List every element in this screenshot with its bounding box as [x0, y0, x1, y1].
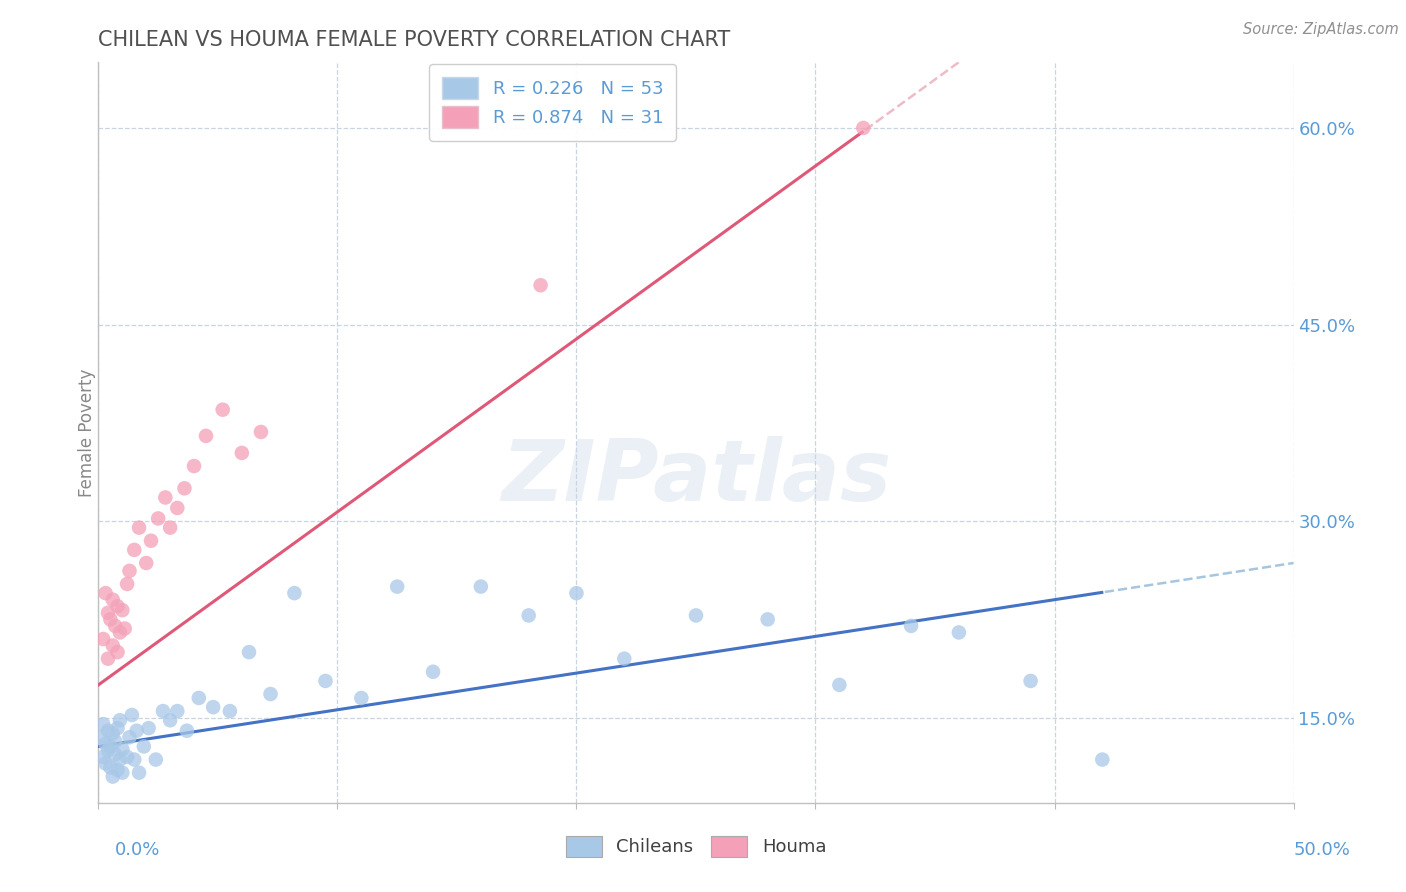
Point [107, 599, 129, 614]
Point [517, 608, 540, 623]
Point [211, 402, 233, 417]
Point [470, 580, 492, 594]
Point [135, 556, 157, 570]
Point [166, 704, 188, 718]
Text: ZIPatlas: ZIPatlas [501, 435, 891, 518]
Point [231, 446, 253, 460]
Point [259, 687, 281, 701]
Point [173, 481, 195, 495]
Point [97, 743, 120, 757]
Point [948, 625, 970, 640]
Point [97, 651, 120, 665]
Point [101, 726, 124, 740]
Point [900, 619, 922, 633]
Point [98, 612, 122, 626]
Point [97, 606, 120, 620]
Point [250, 425, 273, 439]
Point [104, 734, 127, 748]
Point [828, 678, 851, 692]
Point [108, 713, 131, 727]
Point [97, 723, 120, 738]
Point [104, 619, 127, 633]
Point [139, 533, 162, 548]
Point [138, 721, 160, 735]
Point [114, 622, 136, 636]
Point [94, 756, 117, 771]
Point [115, 577, 138, 591]
Point [565, 586, 588, 600]
Point [756, 612, 779, 626]
Point [219, 704, 242, 718]
Point [128, 765, 150, 780]
Text: 50.0%: 50.0% [1294, 840, 1350, 858]
Point [195, 429, 218, 443]
Legend: Chileans, Houma: Chileans, Houma [558, 829, 834, 864]
Point [108, 625, 131, 640]
Point [111, 742, 134, 756]
Point [852, 120, 875, 135]
Point [202, 700, 225, 714]
Point [385, 580, 409, 594]
Point [125, 723, 148, 738]
Point [145, 753, 167, 767]
Point [107, 645, 129, 659]
Point [148, 511, 170, 525]
Point [422, 665, 444, 679]
Point [166, 500, 188, 515]
Point [94, 586, 117, 600]
Point [128, 521, 150, 535]
Point [101, 639, 124, 653]
Point [152, 704, 174, 718]
Point [124, 753, 146, 767]
Text: 0.0%: 0.0% [115, 840, 160, 858]
Point [118, 564, 141, 578]
Point [111, 603, 134, 617]
Point [98, 739, 122, 754]
Point [159, 713, 181, 727]
Point [115, 750, 138, 764]
Point [685, 608, 707, 623]
Point [176, 723, 198, 738]
Point [613, 651, 636, 665]
Point [350, 690, 373, 705]
Text: CHILEAN VS HOUMA FEMALE POVERTY CORRELATION CHART: CHILEAN VS HOUMA FEMALE POVERTY CORRELAT… [98, 29, 731, 50]
Point [107, 721, 129, 735]
Point [132, 739, 155, 754]
Point [91, 632, 114, 646]
Point [107, 763, 129, 777]
Point [159, 521, 181, 535]
Point [187, 690, 209, 705]
Point [530, 278, 553, 293]
Point [238, 645, 260, 659]
Point [91, 750, 114, 764]
Point [111, 765, 134, 780]
Text: Source: ZipAtlas.com: Source: ZipAtlas.com [1243, 22, 1399, 37]
Point [90, 731, 112, 745]
Point [315, 673, 337, 688]
Point [121, 708, 143, 723]
Point [98, 760, 122, 774]
Point [155, 491, 177, 505]
Point [283, 586, 305, 600]
Point [118, 731, 141, 745]
Point [108, 753, 131, 767]
Point [101, 770, 124, 784]
Point [1019, 673, 1042, 688]
Point [124, 542, 146, 557]
Point [91, 717, 114, 731]
Point [104, 747, 127, 762]
Point [101, 592, 124, 607]
Point [94, 737, 117, 751]
Point [1091, 753, 1114, 767]
Y-axis label: Female Poverty: Female Poverty [79, 368, 96, 497]
Point [183, 458, 205, 473]
